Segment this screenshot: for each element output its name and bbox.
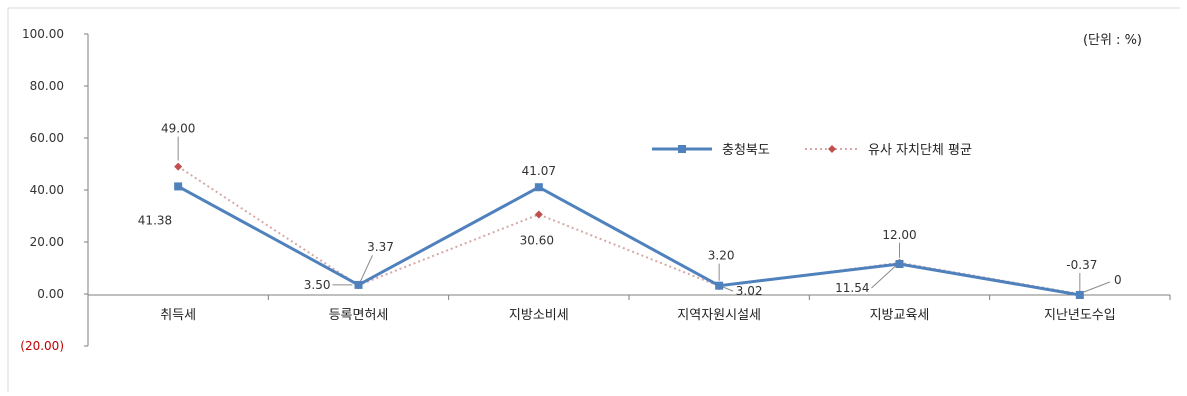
legend-marker-series-1 [678,145,686,153]
x-category-group: 취득세 등록면허세 지방소비세 지역자원시설세 지방교육세 지난년도수입 [87,295,1171,323]
data-label-leader [360,255,373,282]
y-tick-group: 100.00 80.00 60.00 40.00 20.00 0.00 (20.00) [20,27,88,353]
y-tick-label: 100.00 [22,27,64,41]
data-label-series-1: 41.38 [138,213,172,227]
series-2-point [174,162,183,171]
data-label-series-1: 11.54 [835,281,869,295]
data-label-series-2: 3.02 [736,284,763,298]
y-tick-label: 80.00 [30,79,64,93]
data-label-series-1: 3.50 [304,278,331,292]
data-label-series-1: 41.07 [522,164,556,178]
series-1-point [174,182,183,191]
y-tick-label: 0.00 [37,287,64,301]
series-group [174,162,1084,299]
unit-note: (단위 : %) [1083,33,1142,48]
data-label-leader [871,265,896,289]
x-category-label: 취득세 [160,308,196,323]
series-1-point [534,183,543,192]
x-category-label: 지방소비세 [509,308,569,323]
x-category-label: 등록면허세 [329,308,389,323]
x-category-label: 지방교육세 [870,308,930,323]
series-1-point [1075,290,1084,299]
data-label-leader [1083,281,1111,293]
data-label-series-2: 49.00 [161,122,195,136]
data-label-series-1: 3.20 [708,249,735,263]
series-1-point [895,259,904,268]
data-label-series-1: -0.37 [1066,258,1097,272]
x-category-label: 지역자원시설세 [677,308,761,323]
data-label-series-2: 3.37 [367,240,394,254]
legend: 충청북도 유사 자치단체 평균 [652,143,972,158]
data-label-series-2: 12.00 [882,228,916,242]
x-category-label: 지난년도수입 [1044,308,1116,323]
legend-label-series-2: 유사 자치단체 평균 [868,143,972,158]
data-label-series-2: 0 [1114,273,1122,287]
y-tick-label: 60.00 [30,131,64,145]
data-label-leader [722,286,734,292]
data-label-series-2: 30.60 [520,233,554,247]
series-1-point [354,280,363,289]
series-1-point [715,281,724,290]
y-tick-label: 40.00 [30,183,64,197]
legend-marker-series-2 [828,145,836,153]
series-2-point [534,210,543,219]
y-tick-label: 20.00 [30,235,64,249]
data-label-group: 41.38 3.50 41.07 3.20 11.54 -0.37 49.00 3.37 30.… [138,122,1122,299]
series-line-1 [177,185,1081,297]
legend-label-series-1: 충청북도 [722,143,770,158]
y-tick-label: (20.00) [20,339,64,353]
